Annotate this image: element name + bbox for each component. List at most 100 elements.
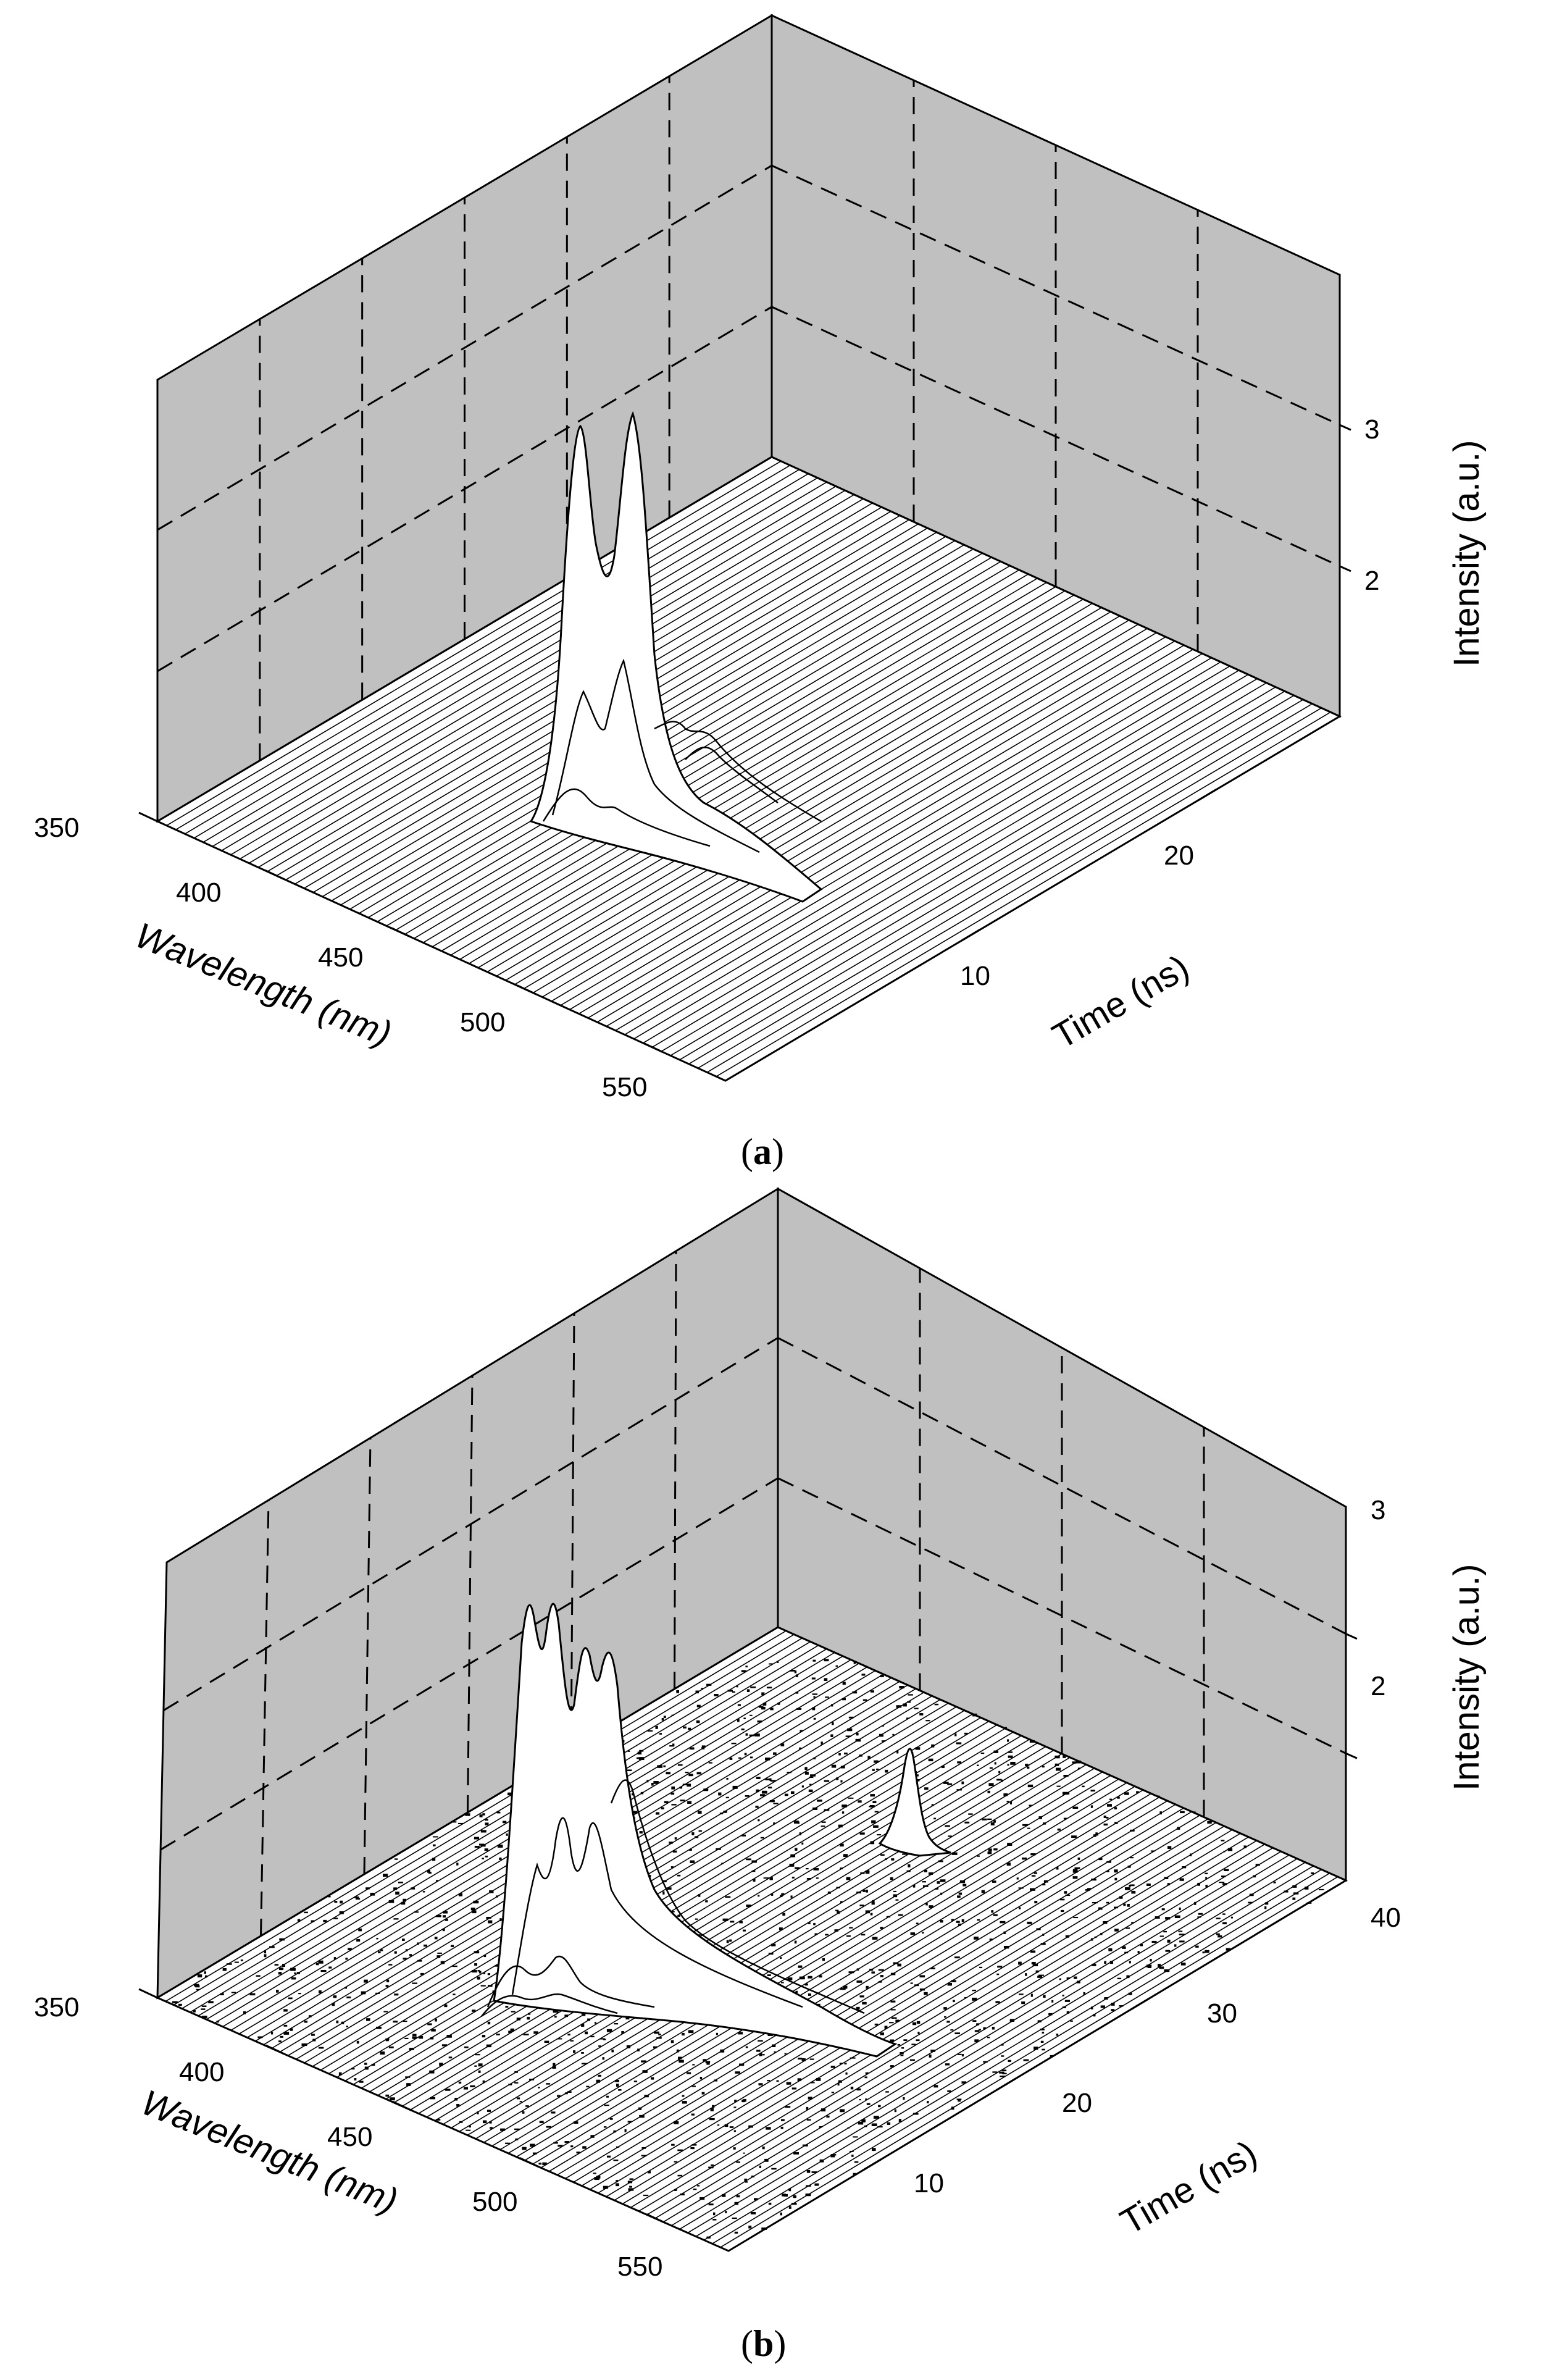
chart-b-noise-speck bbox=[340, 1900, 343, 1904]
chart-b-noise-speck bbox=[283, 2024, 288, 2027]
chart-b-noise-speck bbox=[793, 2195, 796, 2198]
chart-b-noise-speck bbox=[765, 1778, 770, 1780]
chart-b-noise-speck bbox=[951, 1852, 958, 1855]
chart-b-noise-speck bbox=[529, 2079, 535, 2080]
chart-b-noise-speck bbox=[756, 2050, 761, 2052]
chart-b-noise-speck bbox=[1117, 1977, 1122, 1980]
b-floor-line bbox=[459, 1761, 1079, 2132]
chart-b-noise-speck bbox=[1159, 1811, 1162, 1815]
chart-b-noise-speck bbox=[811, 2171, 817, 2173]
chart-b-noise-speck bbox=[748, 2125, 753, 2128]
chart-a-peak-inner-4 bbox=[685, 746, 779, 804]
chart-b-noise-speck bbox=[979, 1966, 983, 1969]
chart-b-noise-speck bbox=[751, 1870, 756, 1872]
chart-b-noise-speck bbox=[430, 2037, 434, 2040]
chart-b-noise-speck bbox=[505, 2142, 510, 2144]
chart-b-noise-speck bbox=[385, 2094, 390, 2097]
chart-b-noise-speck bbox=[599, 2038, 606, 2040]
chart-b-noise-speck bbox=[987, 2037, 990, 2039]
chart-b-noise-speck bbox=[706, 2236, 711, 2239]
chart-b-noise-speck bbox=[745, 1733, 748, 1736]
chart-b-noise-speck bbox=[670, 1911, 675, 1913]
chart-b-noise-speck bbox=[1248, 1901, 1253, 1904]
chart-b-noise-speck bbox=[874, 1811, 879, 1812]
chart-b-noise-speck bbox=[917, 2032, 920, 2034]
chart-b-noise-speck bbox=[860, 1872, 865, 1874]
b-floor-line bbox=[598, 1822, 1217, 2194]
chart-b-noise-speck bbox=[1126, 1975, 1130, 1979]
chart-b-noise-speck bbox=[328, 1966, 332, 1969]
chart-b-noise-speck bbox=[677, 2174, 683, 2177]
chart-b-noise-speck bbox=[750, 2211, 756, 2214]
chart-b-noise-speck bbox=[812, 1807, 818, 1810]
chart-b-noise-speck bbox=[1284, 1890, 1288, 1893]
chart-b-noise-speck bbox=[464, 2046, 469, 2048]
chart-b-noise-speck bbox=[771, 2168, 777, 2170]
a-floor-line bbox=[477, 603, 1093, 968]
chart-b-noise-speck bbox=[220, 1993, 224, 1996]
chart-b-noise-speck bbox=[745, 2181, 748, 2183]
chart-b-noise-speck bbox=[1136, 1791, 1139, 1793]
chart-b-noise-speck bbox=[222, 1967, 227, 1971]
chart-b-noise-speck bbox=[553, 2063, 556, 2066]
chart-b-noise-speck bbox=[701, 2092, 705, 2095]
chart-b-noise-speck bbox=[445, 2089, 451, 2091]
chart-b-noise-speck bbox=[720, 2049, 725, 2053]
chart-b-noise-speck bbox=[208, 2001, 214, 2004]
chart-b-noise-speck bbox=[695, 1918, 698, 1920]
chart-b-noise-speck bbox=[1180, 1963, 1186, 1966]
chart-b-noise-speck bbox=[840, 1843, 844, 1847]
chart-b-noise-speck bbox=[1221, 1875, 1226, 1877]
chart-b-noise-speck bbox=[323, 1919, 327, 1922]
chart-b-noise-speck bbox=[456, 2103, 460, 2107]
chart-b-noise-speck bbox=[616, 2180, 619, 2182]
chart-b-noise-speck bbox=[779, 1927, 783, 1930]
chart-b-noise-speck bbox=[859, 1832, 865, 1835]
chart-b-peak-inner-1 bbox=[511, 1817, 803, 2008]
chart-b-noise-speck bbox=[412, 2034, 417, 2037]
chart-b-noise-speck bbox=[791, 2203, 797, 2205]
chart-b-noise-speck bbox=[980, 1752, 985, 1754]
chart-b-noise-speck bbox=[364, 2066, 369, 2070]
chart-b-noise-speck bbox=[878, 1980, 882, 1983]
chart-b-noise-speck bbox=[297, 1919, 301, 1922]
chart-b-noise-speck bbox=[953, 2000, 955, 2003]
chart-b-noise-speck bbox=[750, 1686, 756, 1688]
chart-b-noise-speck bbox=[1093, 2014, 1096, 2017]
chart-b-noise-speck bbox=[930, 2049, 935, 2052]
chart-b-noise-speck bbox=[440, 1961, 445, 1964]
chart-b-noise-speck bbox=[993, 1820, 996, 1823]
chart-b-noise-speck bbox=[629, 2178, 634, 2180]
chart-b-noise-speck bbox=[977, 1855, 980, 1857]
chart-b-noise-speck bbox=[624, 2129, 627, 2132]
chart-b-noise-speck bbox=[718, 1792, 722, 1796]
chart-b-noise-speck bbox=[1100, 1932, 1103, 1935]
chart-b-noise-speck bbox=[441, 2044, 448, 2047]
chart-b-noise-speck bbox=[1065, 1894, 1071, 1896]
chart-b-noise-speck bbox=[795, 1867, 800, 1869]
chart-b-noise-speck bbox=[1103, 1816, 1106, 1818]
chart-b-noise-speck bbox=[450, 1945, 454, 1947]
chart-b-noise-speck bbox=[312, 2039, 316, 2042]
chart-b-noise-speck bbox=[794, 1670, 797, 1674]
chart-b-noise-speck bbox=[870, 1794, 875, 1797]
a-floor-line bbox=[706, 707, 1322, 1073]
chart-b-noise-speck bbox=[1129, 1961, 1131, 1964]
chart-b-noise-speck bbox=[893, 1962, 899, 1964]
chart-b-noise-speck bbox=[398, 1882, 404, 1883]
chart-b-noise-speck bbox=[1038, 1974, 1044, 1976]
chart-b-noise-speck bbox=[666, 1887, 672, 1890]
chart-b-noise-speck bbox=[830, 1734, 833, 1737]
chart-b-noise-speck bbox=[283, 2009, 288, 2012]
chart-b-noise-speck bbox=[383, 2011, 388, 2013]
chart-b-noise-speck bbox=[1127, 1903, 1130, 1907]
chart-b-noise-speck bbox=[393, 2021, 398, 2023]
chart-b-noise-speck bbox=[988, 1848, 992, 1852]
chart-b-noise-speck bbox=[1165, 1917, 1171, 1920]
chart-b-noise-speck bbox=[859, 2099, 861, 2101]
chart-b-noise-speck bbox=[864, 2125, 867, 2127]
chart-b-noise-speck bbox=[737, 1719, 740, 1722]
chart-b-noise-speck bbox=[671, 2143, 675, 2146]
chart-b-noise-speck bbox=[653, 2046, 658, 2048]
a-floor-line bbox=[651, 682, 1267, 1048]
